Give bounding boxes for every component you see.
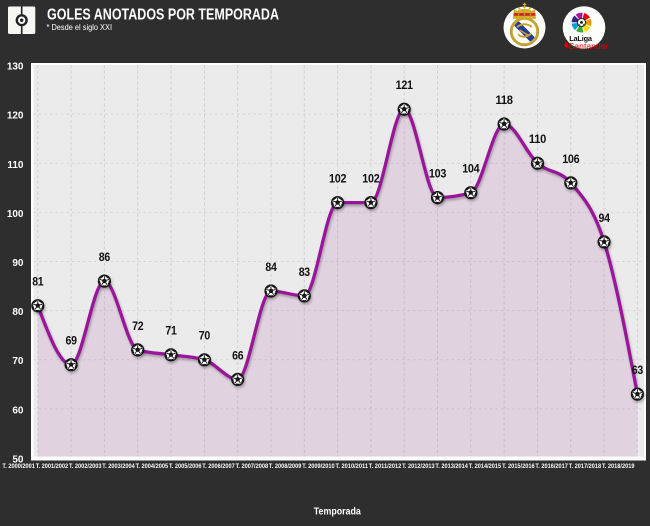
svg-text:50: 50	[12, 455, 24, 466]
svg-text:T. 2015/2016: T. 2015/2016	[502, 463, 535, 470]
svg-text:Temporada: Temporada	[314, 507, 361, 518]
svg-text:60: 60	[12, 405, 24, 416]
svg-text:90: 90	[12, 258, 24, 269]
svg-text:66: 66	[232, 348, 244, 362]
svg-text:69: 69	[66, 334, 78, 348]
svg-text:T. 2004/2005: T. 2004/2005	[136, 463, 169, 470]
svg-text:110: 110	[7, 160, 24, 171]
svg-text:* Desde el siglo XXI: * Desde el siglo XXI	[47, 23, 113, 32]
svg-text:100: 100	[7, 209, 24, 220]
svg-text:70: 70	[12, 356, 24, 367]
svg-text:GOLES ANOTADOS POR TEMPORADA: GOLES ANOTADOS POR TEMPORADA	[47, 7, 279, 24]
svg-text:T. 2003/2004: T. 2003/2004	[102, 463, 135, 470]
svg-text:T. 2001/2002: T. 2001/2002	[36, 463, 69, 470]
svg-text:72: 72	[132, 319, 144, 333]
svg-text:84: 84	[265, 260, 277, 274]
svg-text:130: 130	[7, 62, 24, 73]
svg-text:T. 2002/2003: T. 2002/2003	[69, 463, 102, 470]
svg-text:103: 103	[429, 167, 447, 181]
svg-text:T. 2018/2019: T. 2018/2019	[602, 463, 635, 470]
svg-text:110: 110	[529, 132, 547, 146]
svg-text:T. 2007/2008: T. 2007/2008	[236, 463, 269, 470]
svg-text:T. 2017/2018: T. 2017/2018	[569, 463, 602, 470]
svg-text:83: 83	[299, 265, 311, 279]
svg-text:106: 106	[562, 152, 580, 166]
svg-text:T. 2011/2012: T. 2011/2012	[369, 463, 402, 470]
svg-text:102: 102	[329, 172, 347, 186]
svg-text:T. 2008/2009: T. 2008/2009	[269, 463, 302, 470]
svg-text:80: 80	[12, 307, 24, 318]
svg-text:104: 104	[462, 162, 480, 176]
svg-text:71: 71	[165, 324, 177, 338]
svg-text:T. 2009/2010: T. 2009/2010	[302, 463, 335, 470]
svg-text:63: 63	[632, 363, 644, 377]
svg-text:121: 121	[396, 78, 414, 92]
svg-text:70: 70	[199, 329, 211, 343]
svg-text:T. 2013/2014: T. 2013/2014	[435, 463, 468, 470]
svg-text:T. 2006/2007: T. 2006/2007	[202, 463, 235, 470]
svg-text:T. 2005/2006: T. 2005/2006	[169, 463, 202, 470]
svg-text:86: 86	[99, 250, 111, 264]
svg-text:T. 2012/2013: T. 2012/2013	[402, 463, 435, 470]
svg-text:T. 2010/2011: T. 2010/2011	[336, 463, 369, 470]
svg-text:T. 2016/2017: T. 2016/2017	[535, 463, 568, 470]
svg-text:102: 102	[362, 172, 380, 186]
svg-text:81: 81	[32, 275, 44, 289]
svg-text:T. 2014/2015: T. 2014/2015	[469, 463, 502, 470]
svg-text:120: 120	[7, 111, 24, 122]
svg-text:T. 2000/2001: T. 2000/2001	[2, 463, 35, 470]
svg-text:94: 94	[599, 211, 611, 225]
svg-text:118: 118	[496, 93, 514, 107]
svg-text:LaLiga: LaLiga	[569, 34, 593, 43]
svg-text:Santander: Santander	[569, 41, 609, 51]
